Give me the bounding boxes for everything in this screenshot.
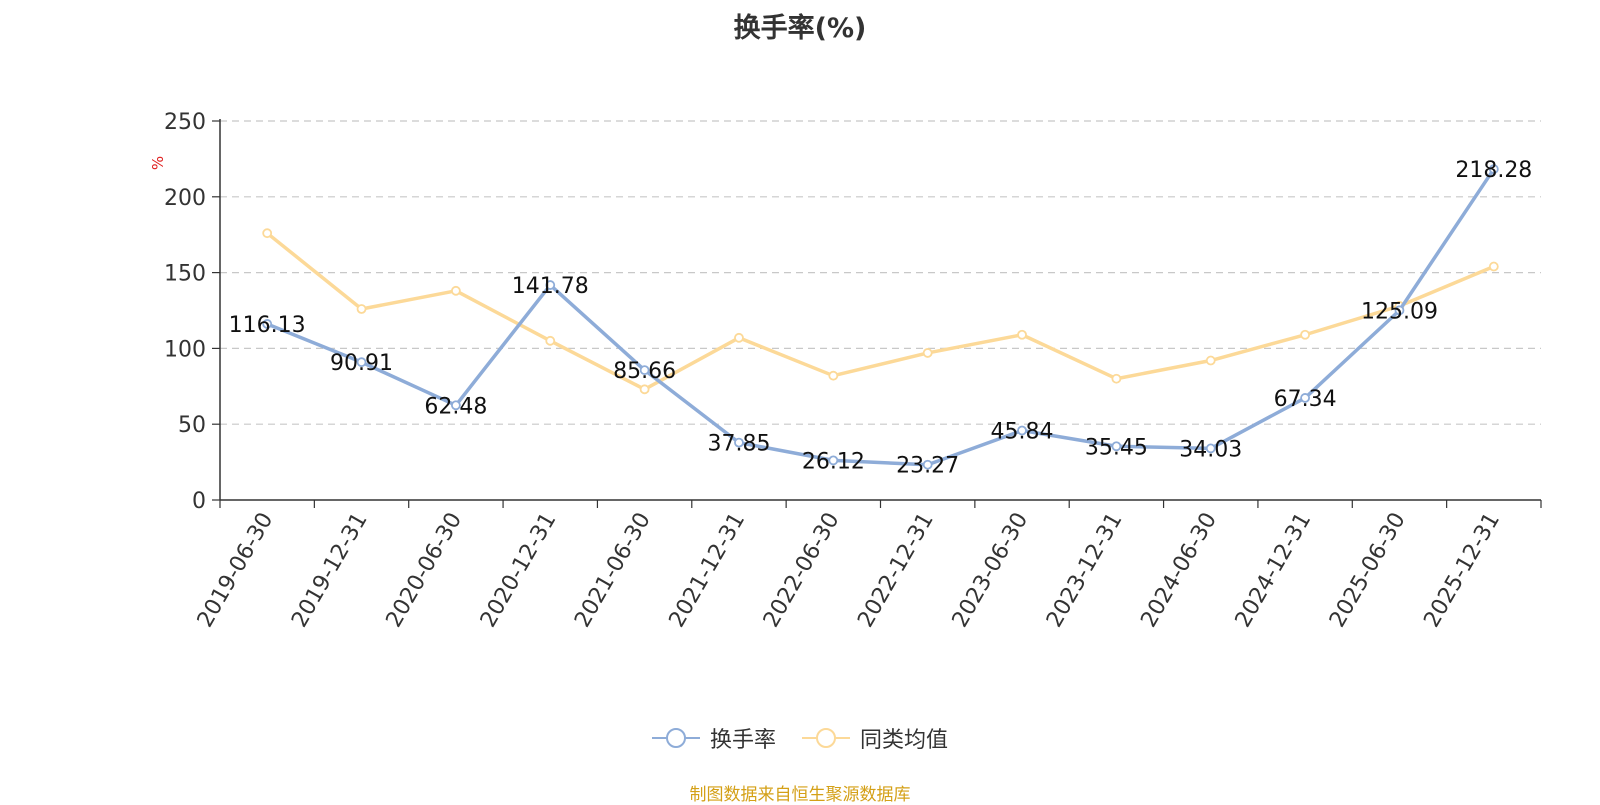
data-point[interactable] [639,365,650,376]
data-point[interactable] [1017,425,1027,436]
data-point[interactable] [1300,393,1311,403]
data-label: 34.03 [1179,437,1242,462]
data-point[interactable] [1394,305,1405,316]
data-point[interactable] [545,335,556,346]
data-label: 23.27 [896,454,959,479]
data-label: 90.91 [330,351,393,376]
data-point[interactable] [734,332,744,343]
y-tick-label: 100 [164,337,206,362]
x-tick-label: 2020-12-31 [476,509,562,632]
y-tick-label: 150 [164,262,206,287]
y-tick-label: 250 [164,110,206,135]
legend-marker-turnover [651,728,700,748]
data-label: 67.34 [1274,387,1337,412]
x-tick-label: 2023-12-31 [1042,509,1128,632]
data-point[interactable] [1300,329,1311,340]
series-lines [262,164,1499,470]
data-label: 85.66 [613,359,676,384]
data-label: 45.84 [991,420,1054,445]
data-point[interactable] [1111,373,1122,384]
data-label: 37.85 [707,432,770,457]
y-axis-label: % [149,156,167,170]
gridlines [220,120,1541,425]
y-tick-label: 0 [192,489,206,514]
data-label: 125.09 [1361,299,1438,324]
legend-item-peer-average[interactable]: 同类均值 [802,722,948,754]
data-point[interactable] [262,228,273,239]
data-label: 116.13 [229,313,306,338]
data-point[interactable] [356,357,367,368]
x-tick-label: 2025-06-30 [1325,509,1411,632]
x-tick-label: 2025-12-31 [1419,509,1505,632]
data-point[interactable] [1205,355,1216,366]
x-tick-label: 2021-06-30 [570,509,656,632]
data-label: 62.48 [424,394,487,419]
source-note: 制图数据来自恒生聚源数据库 [689,785,911,805]
series-line-1 [266,231,1495,392]
data-point[interactable] [828,370,839,381]
data-point[interactable] [734,437,744,448]
data-labels: 116.13 90.91 62.48 141.78 85.66 37.85 26.12 23.… [229,158,1533,479]
x-tick-label: 2024-12-31 [1231,509,1317,632]
y-tick-label: 50 [178,413,206,438]
data-point[interactable] [450,285,461,296]
legend-label-peer-average: 同类均值 [860,728,949,753]
data-label: 218.28 [1455,158,1532,183]
x-tick-label: 2022-06-30 [759,509,845,632]
legend-item-turnover[interactable]: 换手率 [651,722,776,754]
data-label: 26.12 [802,449,865,474]
legend-marker-peer-average [802,728,850,748]
data-point[interactable] [356,304,367,314]
x-tick-label: 2021-12-31 [665,509,751,632]
data-point[interactable] [1488,164,1499,174]
data-point[interactable] [828,455,839,466]
data-point[interactable] [1205,443,1216,454]
data-point[interactable] [262,319,273,329]
data-point[interactable] [922,348,933,358]
data-label: 141.78 [512,274,589,299]
x-tick-label: 2020-06-30 [382,509,468,632]
data-point[interactable] [1488,261,1499,272]
data-point[interactable] [545,280,556,290]
x-tick-label: 2024-06-30 [1136,509,1222,632]
data-point[interactable] [1111,441,1122,452]
legend-label-turnover: 换手率 [709,728,776,753]
data-point[interactable] [922,459,933,470]
x-tick-label: 2023-06-30 [948,509,1034,632]
data-point[interactable] [1017,329,1027,340]
legend: 换手率 同类均值 [0,722,1600,754]
x-tick-label: 2019-06-30 [193,509,279,632]
chart-title: 换手率(%) [733,13,867,44]
x-tick-label: 2022-12-31 [853,509,939,632]
data-point[interactable] [639,384,650,395]
y-tick-label: 200 [164,186,206,211]
data-label: 35.45 [1085,435,1148,460]
x-tick-label: 2019-12-31 [287,509,373,632]
series-line-0 [266,168,1496,467]
data-point[interactable] [450,400,461,411]
